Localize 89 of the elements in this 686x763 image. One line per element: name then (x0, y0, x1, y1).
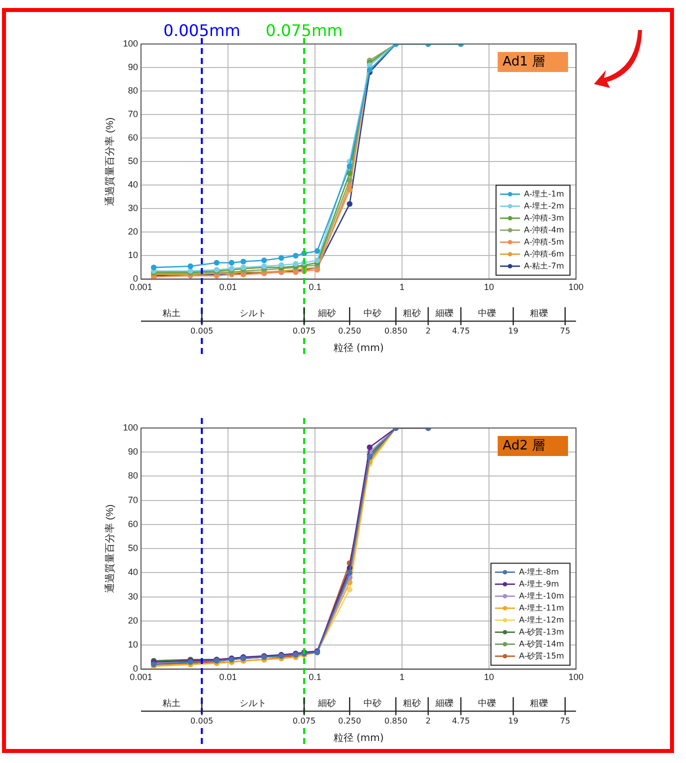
text: Ad1 層 (502, 54, 546, 70)
text: 中礫 (478, 698, 496, 710)
legend-label: A-粘土-7m (524, 261, 564, 270)
text: 19 (508, 716, 518, 726)
y-tick-label: 40 (128, 567, 138, 578)
x-tick-label: 100 (568, 672, 584, 682)
x-tick-label: 0.001 (130, 282, 152, 292)
legend-label: A-埋土-8m (518, 567, 560, 576)
x-tick-label: 0.1 (308, 672, 322, 682)
legend-label: A-沖積-5m (524, 237, 564, 246)
text: 粗礫 (530, 698, 548, 710)
y-tick-label: 10 (128, 250, 138, 260)
text: 粘土 (162, 308, 180, 320)
x-tick-label: 10 (484, 672, 494, 682)
text: シルト (239, 699, 266, 710)
text: シルト (239, 309, 266, 320)
text: 0.075 (292, 716, 316, 726)
text: 4.75 (452, 326, 470, 336)
text: 2 (426, 716, 431, 726)
y-tick-label: 90 (128, 446, 138, 457)
legend-label: A-埋土-12m (518, 615, 564, 624)
text: 0.250 (338, 326, 362, 336)
legend-label: A-埋土-1m (524, 189, 564, 198)
text: 中礫 (478, 308, 496, 320)
y-tick-label: 100 (122, 38, 138, 48)
legend-label: A-砂質-14m (518, 639, 564, 648)
y-tick-label: 0 (133, 274, 138, 284)
text: 細礫 (434, 698, 454, 710)
text: 細礫 (434, 308, 454, 320)
y-tick-label: 30 (128, 203, 138, 214)
text: 0.005 (190, 326, 214, 336)
y-tick-label: 20 (128, 226, 138, 237)
legend-label: A-埋土-10m (518, 591, 564, 600)
x-axis-title: 粒径 (mm) (333, 732, 384, 744)
legend-label: A-埋土-9m (518, 579, 560, 588)
text: 粗砂 (403, 698, 422, 710)
text: 0.250 (338, 716, 362, 726)
text: 0.005 (190, 716, 214, 726)
legend-label: A-沖積-4m (524, 225, 564, 234)
y-axis-title: 通過質量百分率 (%) (104, 117, 116, 206)
y-tick-label: 0 (133, 664, 138, 674)
x-axis-title: 粒径 (mm) (333, 342, 384, 354)
text: 粗礫 (530, 308, 548, 320)
legend-label: A-沖積-3m (524, 213, 564, 222)
y-tick-label: 20 (128, 615, 138, 626)
text: 2 (426, 326, 431, 336)
text: 0.850 (384, 716, 408, 726)
x-tick-label: 1 (400, 282, 405, 292)
legend-label: A-沖積-6m (524, 249, 564, 258)
x-tick-label: 0.01 (219, 282, 237, 292)
text: Ad2 層 (502, 438, 546, 454)
x-tick-label: 100 (568, 282, 584, 292)
ref-line-label: 0.005mm (163, 21, 240, 40)
y-tick-label: 40 (128, 180, 138, 190)
legend-label: A-埋土-11m (518, 603, 564, 612)
y-tick-label: 50 (128, 156, 138, 166)
x-tick-label: 0.1 (308, 282, 322, 292)
y-axis-title: 通過質量百分率 (%) (104, 504, 116, 593)
x-tick-label: 10 (484, 282, 494, 292)
text: 細砂 (316, 308, 336, 320)
text: 0.850 (384, 326, 408, 336)
y-tick-label: 80 (128, 86, 138, 96)
text: 細砂 (316, 698, 336, 710)
y-tick-label: 50 (128, 543, 138, 554)
text: 4.75 (452, 716, 470, 726)
y-tick-label: 80 (128, 470, 138, 481)
text: 75 (560, 326, 570, 336)
legend-label: A-砂質-13m (518, 627, 564, 636)
y-tick-label: 70 (128, 109, 138, 120)
legend-label: A-埋土-2m (524, 201, 564, 210)
y-tick-label: 60 (128, 132, 138, 143)
text: 0.075 (292, 326, 316, 336)
text: 中砂 (364, 698, 382, 710)
text: 19 (508, 326, 518, 336)
y-tick-label: 30 (128, 591, 138, 602)
x-tick-label: 0.001 (130, 672, 152, 682)
text: 中砂 (364, 308, 382, 320)
y-tick-label: 100 (122, 422, 138, 432)
y-tick-label: 70 (128, 494, 138, 505)
text: 粘土 (162, 698, 180, 710)
x-tick-label: 1 (400, 672, 405, 682)
x-tick-label: 0.01 (219, 672, 237, 682)
ref-line-label: 0.075mm (266, 21, 343, 40)
legend-label: A-砂質-15m (518, 651, 564, 660)
y-tick-label: 10 (128, 640, 138, 650)
text: 75 (560, 716, 570, 726)
y-tick-label: 90 (128, 62, 138, 72)
y-tick-label: 60 (128, 518, 138, 529)
text: 粗砂 (403, 308, 422, 320)
